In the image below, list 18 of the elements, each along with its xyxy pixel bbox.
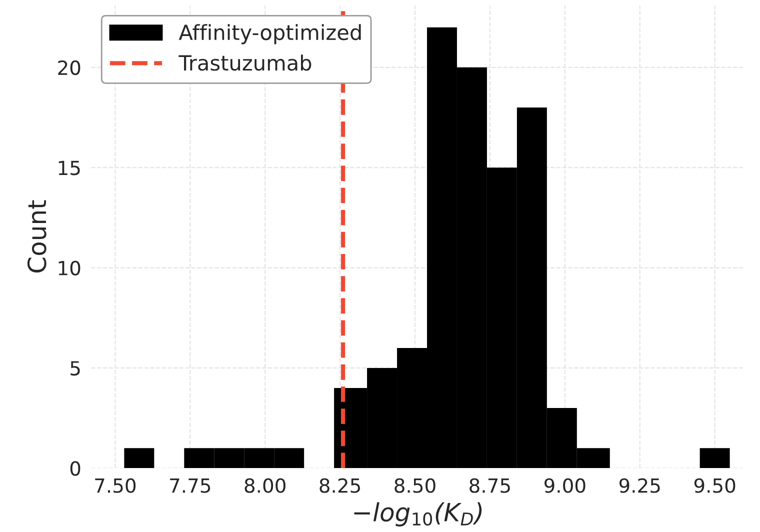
x-axis-title: −log$_{10}$(K$_{D}$) [354,502,482,526]
y-tick-label: 10 [58,260,80,276]
ref-line-label: Trastuzumab [178,54,312,71]
x-tick-label: 7.50 [95,478,136,493]
x-tick-label: 8.75 [470,478,510,493]
y-tick-label: 5 [70,361,80,376]
y-tick-label: 20 [58,60,80,76]
x-tick-label: 7.75 [170,478,210,493]
x-tick-label: 8.50 [394,478,436,493]
x-tick-label: 8.25 [320,478,360,493]
legend-label: Affinity-optimized [178,24,361,44]
y-tick-label: 0 [70,461,80,476]
x-tick-label: 9.00 [544,478,586,493]
x-tick-label: 9.50 [694,478,736,493]
y-tick-label: 15 [58,160,80,176]
y-axis-title: Count [27,200,46,272]
x-tick-label: 9.25 [619,478,660,493]
x-tick-label: 8.00 [244,478,286,493]
